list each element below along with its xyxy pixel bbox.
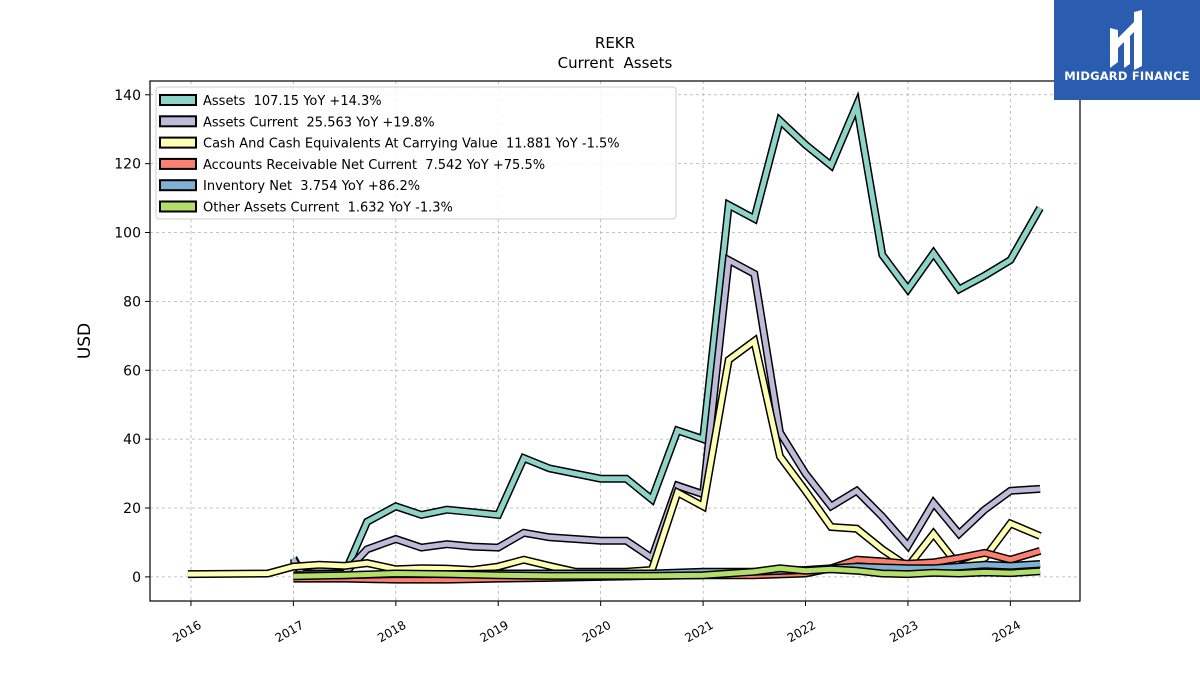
y-tick-label: 120 — [114, 157, 141, 173]
legend-swatch — [159, 136, 197, 149]
x-tick-label: 2021 — [682, 618, 715, 645]
x-tick-label: 2017 — [273, 618, 306, 645]
legend-swatch — [159, 94, 197, 106]
x-tick-label: 2018 — [375, 618, 408, 645]
x-tick-label: 2020 — [580, 618, 613, 645]
grid — [150, 81, 1080, 601]
series-line — [291, 96, 1043, 576]
legend-swatch — [159, 179, 197, 192]
legend-label: Cash And Cash Equivalents At Carrying Va… — [203, 137, 620, 152]
series-assets — [289, 90, 1044, 578]
legend-swatch — [159, 200, 197, 213]
y-tick-label: 100 — [114, 226, 141, 242]
legend-label: Assets Current 25.563 YoY +19.8% — [203, 115, 435, 130]
logo-text: MIDGARD FINANCE — [1064, 69, 1190, 83]
y-tick-label: 80 — [123, 294, 141, 310]
legend-box — [155, 86, 677, 220]
legend-label: Other Assets Current 1.632 YoY -1.3% — [203, 201, 453, 216]
chart-title: REKR — [595, 34, 635, 52]
series-other-assets-current — [293, 564, 1041, 581]
logo-mark-icon — [1110, 10, 1142, 70]
legend-label: Assets 107.15 YoY +14.3% — [203, 94, 382, 109]
y-tick-label: 20 — [123, 501, 141, 517]
legend: Assets 107.15 YoY +14.3% Assets Current 2… — [155, 86, 677, 220]
x-tick-label: 2022 — [785, 618, 818, 645]
x-tick-label: 2016 — [170, 618, 203, 645]
x-tick-label: 2024 — [990, 618, 1023, 645]
y-axis-label: USD — [75, 323, 95, 359]
brand-logo: MIDGARD FINANCE — [1054, 0, 1200, 100]
y-tick-label: 140 — [114, 88, 141, 104]
legend-label: Inventory Net 3.754 YoY +86.2% — [203, 179, 420, 194]
y-tick-label: 0 — [132, 570, 141, 586]
legend-swatch — [159, 115, 197, 128]
x-tick-label: 2019 — [478, 618, 511, 645]
series-lines — [187, 90, 1044, 584]
series-line — [293, 565, 1041, 579]
chart-subtitle: Current Assets — [558, 54, 673, 72]
y-tick-label: 60 — [123, 363, 141, 379]
plot-frame — [149, 80, 1081, 602]
legend-label: Accounts Receivable Net Current 7.542 Yo… — [203, 158, 545, 173]
y-tick-label: 40 — [123, 432, 141, 448]
x-tick-label: 2023 — [887, 618, 920, 645]
legend-swatch — [159, 157, 197, 170]
